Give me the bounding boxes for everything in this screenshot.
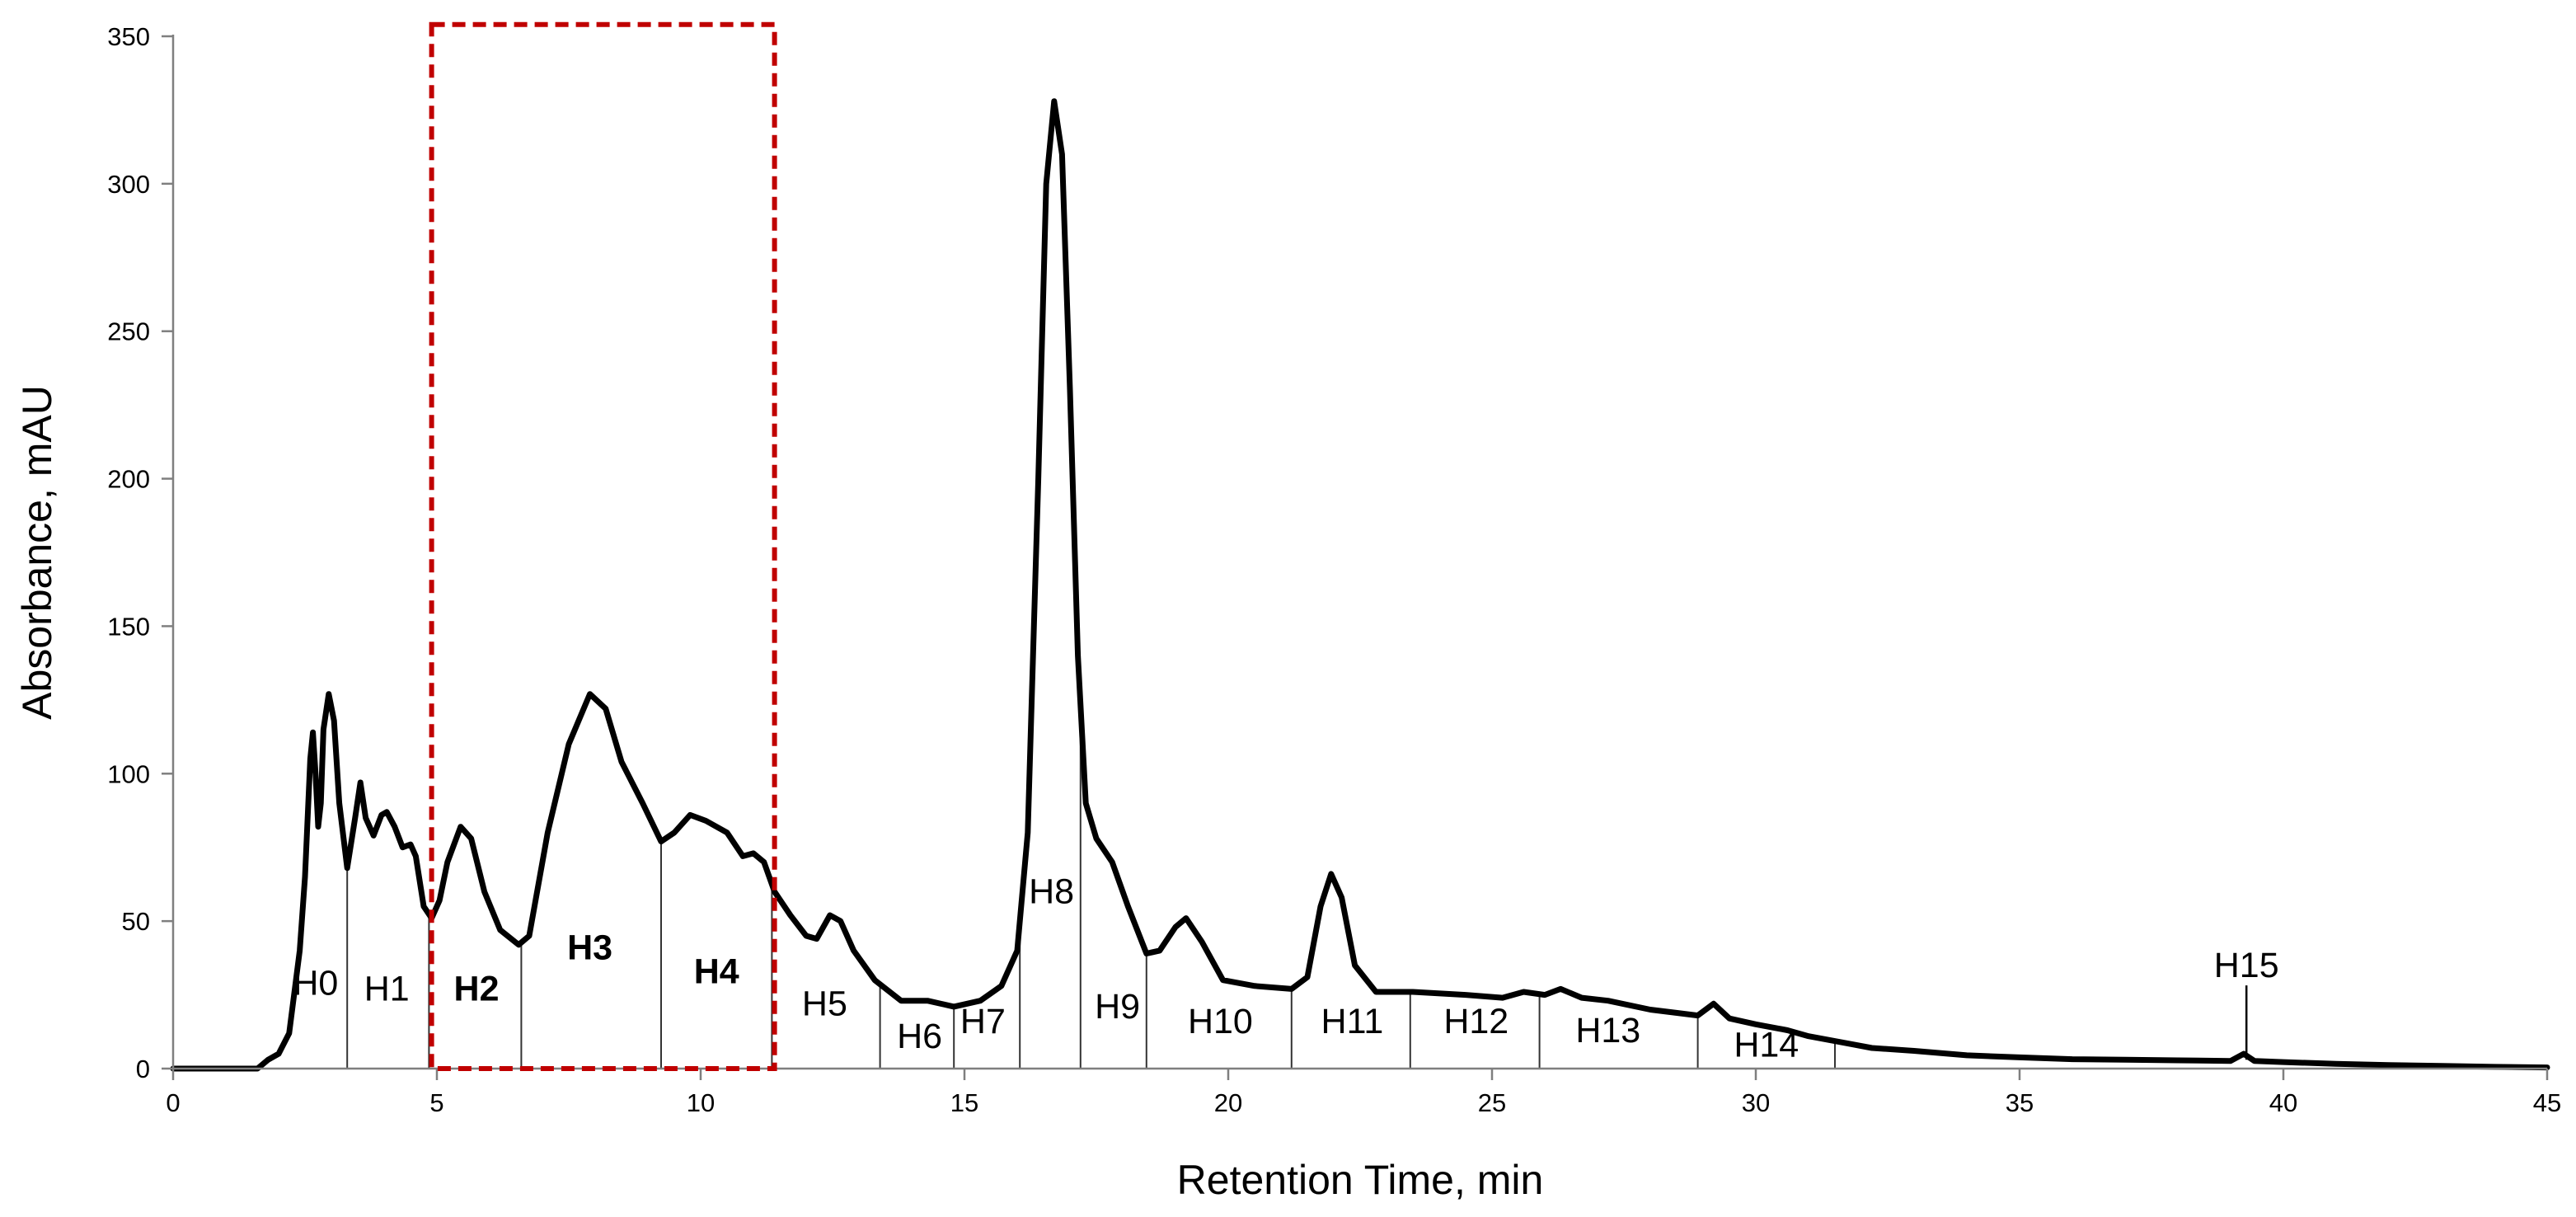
x-axis-title: Retention Time, min [1177, 1157, 1544, 1203]
series-line-absorbance [170, 98, 2550, 1072]
axes: 0 5 10 15 20 25 30 35 40 45 0 50 100 150 200 250 300 350 [107, 22, 2561, 1117]
highlight-box [429, 21, 777, 1072]
fraction-label-h1: H1 [364, 970, 410, 1009]
y-tick-label-100: 100 [107, 759, 150, 788]
chromatogram-series [170, 98, 2550, 1072]
y-tick-label-350: 350 [107, 22, 150, 51]
y-tick-label-150: 150 [107, 612, 150, 641]
x-tick-label-35: 35 [2006, 1088, 2034, 1117]
x-tick-label-30: 30 [1742, 1088, 1770, 1117]
y-axis-title: Absorbance, mAU [14, 385, 60, 720]
y-tick-label-200: 200 [107, 465, 150, 494]
fraction-label-h2: H2 [454, 970, 500, 1009]
fraction-label-h14: H14 [1734, 1026, 1799, 1065]
x-tick-label-25: 25 [1478, 1088, 1506, 1117]
fraction-label-h8: H8 [1029, 872, 1074, 912]
fraction-label-h11: H11 [1321, 1002, 1384, 1041]
x-tick-label-5: 5 [429, 1088, 443, 1117]
fraction-label-h3: H3 [567, 928, 612, 968]
y-tick-label-300: 300 [107, 170, 150, 199]
x-tick-label-0: 0 [166, 1088, 180, 1117]
fraction-label-h4: H4 [694, 952, 739, 991]
y-tick-label-250: 250 [107, 317, 150, 346]
x-tick-label-15: 15 [950, 1088, 978, 1117]
fraction-label-h12: H12 [1443, 1002, 1509, 1041]
y-tick-label-0: 0 [136, 1055, 150, 1083]
x-tick-label-20: 20 [1214, 1088, 1242, 1117]
y-tick-label-50: 50 [122, 907, 150, 936]
highlight-region [429, 21, 777, 1072]
fraction-labels: H0 H1 H2 H3 H4 H5 H6 H7 H8 H9 H10 H11 H12 H13 H14 H15 [293, 872, 2278, 1065]
fraction-label-h10: H10 [1188, 1002, 1253, 1041]
fraction-label-h7: H7 [960, 1002, 1006, 1041]
fraction-label-h6: H6 [897, 1017, 942, 1056]
x-tick-label-40: 40 [2269, 1088, 2297, 1117]
x-tick-label-45: 45 [2533, 1088, 2561, 1117]
fraction-label-h5: H5 [802, 984, 847, 1024]
x-tick-label-10: 10 [687, 1088, 715, 1117]
fraction-label-h15: H15 [2214, 946, 2279, 985]
fraction-label-h0: H0 [293, 964, 338, 1003]
fraction-boundary-lines [346, 704, 1836, 1069]
fraction-label-h9: H9 [1095, 987, 1140, 1027]
fraction-label-h13: H13 [1575, 1011, 1640, 1050]
